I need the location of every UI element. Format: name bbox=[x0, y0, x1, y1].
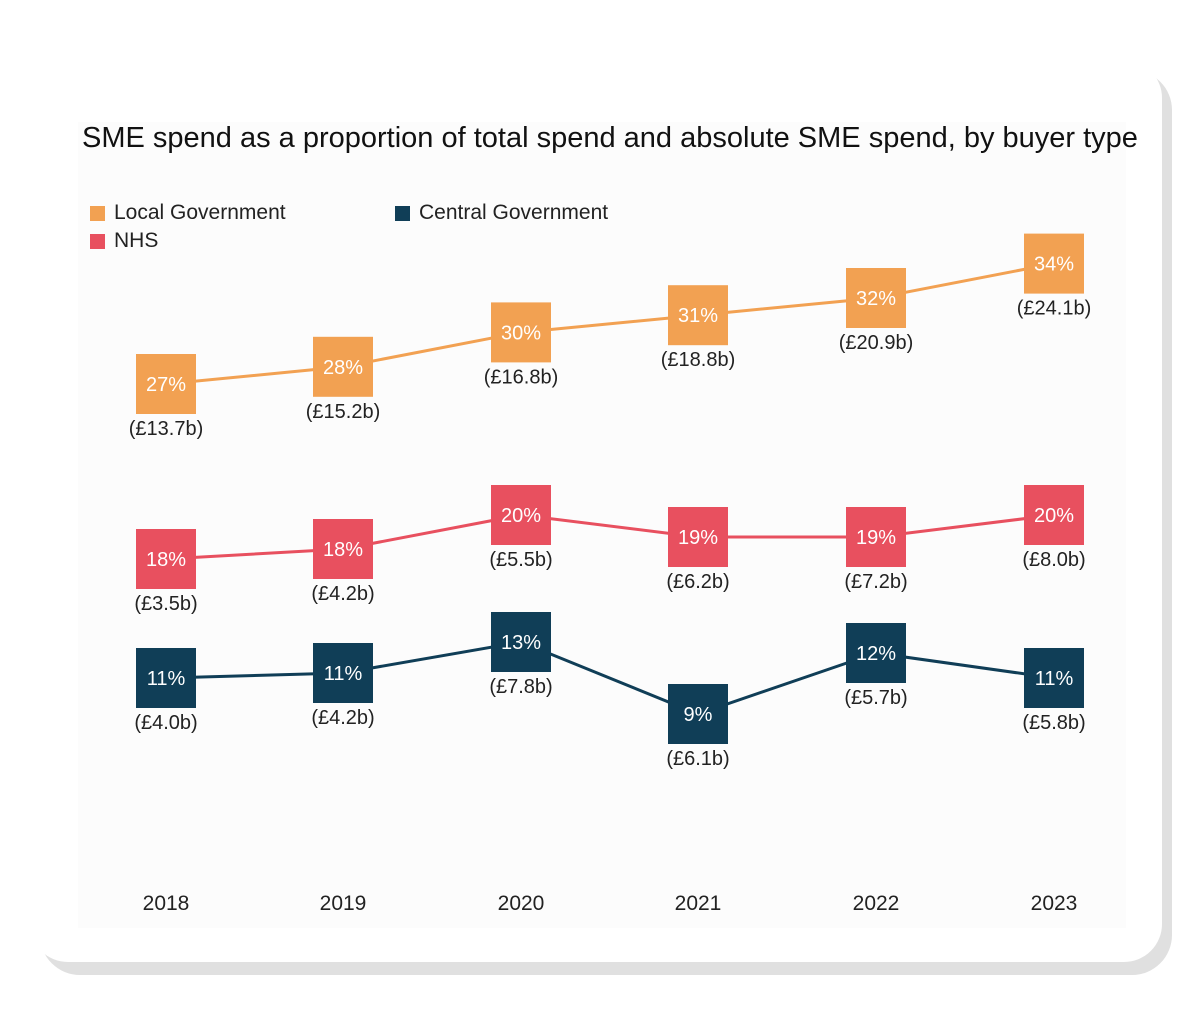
legend-item-central-government: Central Government bbox=[395, 201, 608, 225]
spend-label: (£15.2b) bbox=[306, 401, 381, 423]
spend-label: (£5.8b) bbox=[1022, 712, 1085, 734]
percent-label: 18% bbox=[146, 549, 186, 571]
series-line bbox=[165, 640, 1055, 716]
data-point-marker bbox=[846, 268, 906, 328]
percent-label: 18% bbox=[323, 539, 363, 561]
percent-label: 11% bbox=[1035, 668, 1074, 690]
percent-label: 19% bbox=[856, 527, 896, 549]
x-tick-label: 2018 bbox=[143, 892, 190, 915]
legend-swatch bbox=[395, 205, 410, 221]
spend-label: (£4.2b) bbox=[311, 707, 374, 729]
legend-swatch bbox=[90, 233, 105, 249]
data-point-marker bbox=[313, 519, 373, 579]
data-point-marker bbox=[668, 684, 728, 744]
data-point-marker bbox=[1024, 485, 1084, 545]
percent-label: 19% bbox=[678, 527, 718, 549]
percent-label: 30% bbox=[501, 322, 541, 344]
data-point-marker bbox=[668, 507, 728, 567]
data-point-marker bbox=[313, 336, 373, 397]
legend-item-nhs: NHS bbox=[90, 229, 158, 253]
percent-label: 31% bbox=[678, 305, 718, 327]
percent-label: 13% bbox=[501, 632, 541, 654]
legend-item-local-government: Local Government bbox=[90, 201, 286, 225]
spend-label: (£3.5b) bbox=[134, 593, 197, 615]
spend-label: (£16.8b) bbox=[484, 366, 559, 388]
spend-label: (£13.7b) bbox=[129, 418, 204, 440]
percent-label: 11% bbox=[147, 668, 186, 690]
data-point-marker bbox=[136, 648, 196, 708]
percent-label: 20% bbox=[501, 505, 541, 527]
percent-label: 9% bbox=[684, 704, 713, 726]
data-point-marker bbox=[846, 623, 906, 683]
data-point-marker bbox=[668, 285, 728, 346]
data-point-marker bbox=[1024, 648, 1084, 708]
data-point-marker bbox=[313, 643, 373, 703]
data-point-marker bbox=[136, 529, 196, 589]
spend-label: (£7.8b) bbox=[489, 676, 552, 698]
x-tick-label: 2020 bbox=[498, 892, 545, 915]
data-point-marker bbox=[491, 485, 551, 545]
percent-label: 28% bbox=[323, 357, 363, 379]
x-tick-label: 2022 bbox=[853, 892, 900, 915]
spend-label: (£24.1b) bbox=[1017, 298, 1092, 320]
spend-label: (£7.2b) bbox=[844, 571, 907, 593]
x-tick-label: 2023 bbox=[1031, 892, 1078, 915]
spend-label: (£4.2b) bbox=[311, 583, 374, 605]
chart-title: SME spend as a proportion of total spend… bbox=[82, 122, 1138, 154]
data-point-marker bbox=[1024, 233, 1084, 294]
data-point-marker bbox=[491, 612, 551, 672]
percent-label: 11% bbox=[324, 663, 363, 685]
spend-label: (£6.1b) bbox=[666, 748, 729, 770]
legend-label: Local Government bbox=[114, 201, 286, 224]
spend-label: (£4.0b) bbox=[134, 712, 197, 734]
spend-label: (£8.0b) bbox=[1022, 549, 1085, 571]
x-tick-label: 2021 bbox=[675, 892, 722, 915]
series-line bbox=[165, 513, 1055, 561]
legend-label: NHS bbox=[114, 229, 159, 252]
spend-label: (£5.7b) bbox=[844, 687, 907, 709]
data-point-marker bbox=[846, 507, 906, 567]
legend-swatch bbox=[90, 205, 105, 221]
data-point-marker bbox=[136, 354, 196, 414]
percent-label: 20% bbox=[1034, 505, 1074, 527]
percent-label: 27% bbox=[146, 374, 186, 396]
x-tick-label: 2019 bbox=[320, 892, 367, 915]
legend-label: Central Government bbox=[419, 201, 609, 224]
percent-label: 34% bbox=[1034, 254, 1074, 276]
series-line bbox=[165, 262, 1055, 386]
percent-label: 12% bbox=[856, 643, 896, 665]
data-point-marker bbox=[491, 302, 551, 363]
spend-label: (£18.8b) bbox=[661, 349, 736, 371]
spend-label: (£5.5b) bbox=[489, 549, 552, 571]
spend-label: (£20.9b) bbox=[839, 332, 914, 354]
spend-label: (£6.2b) bbox=[666, 571, 729, 593]
percent-label: 32% bbox=[856, 288, 896, 310]
